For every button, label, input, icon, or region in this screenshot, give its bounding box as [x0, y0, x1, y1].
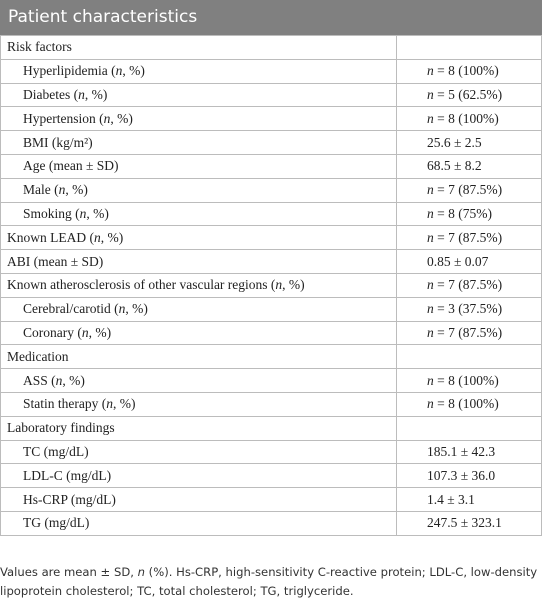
- row-label: Hyperlipidemia (n, %): [0, 58, 397, 84]
- row-value: n = 7 (87.5%): [396, 272, 542, 298]
- row-label: Coronary (n, %): [0, 320, 397, 346]
- row-value: n = 5 (62.5%): [396, 82, 542, 108]
- row-value: 25.6 ± 2.5: [396, 130, 542, 155]
- row-label: TG (mg/dL): [0, 510, 397, 536]
- row-label: BMI (kg/m²): [0, 130, 397, 155]
- row-value: 185.1 ± 42.3: [396, 439, 542, 465]
- row-value: [396, 35, 542, 60]
- row-label: Known atherosclerosis of other vascular …: [0, 272, 397, 298]
- row-value: 68.5 ± 8.2: [396, 153, 542, 179]
- table-row: LDL-C (mg/dL) 107.3 ± 36.0: [0, 463, 542, 489]
- row-value: 0.85 ± 0.07: [396, 249, 542, 274]
- row-value: n = 8 (100%): [396, 368, 542, 393]
- table-row: Known atherosclerosis of other vascular …: [0, 272, 542, 298]
- row-value: n = 3 (37.5%): [396, 296, 542, 322]
- row-label: ASS (n, %): [0, 368, 397, 393]
- row-value: 107.3 ± 36.0: [396, 463, 542, 489]
- row-label: Cerebral/carotid (n, %): [0, 296, 397, 322]
- table-row: Hyperlipidemia (n, %) n = 8 (100%): [0, 58, 542, 84]
- row-value: n = 7 (87.5%): [396, 320, 542, 346]
- row-value: n = 8 (100%): [396, 106, 542, 132]
- row-value: [396, 344, 542, 370]
- row-value: n = 8 (75%): [396, 201, 542, 227]
- table-row: Risk factors: [0, 35, 542, 60]
- row-label: TC (mg/dL): [0, 439, 397, 465]
- table-row: ABI (mean ± SD) 0.85 ± 0.07: [0, 249, 542, 274]
- table: Risk factors Hyperlipidemia (n, %) n = 8 (…: [0, 35, 542, 536]
- row-label: Laboratory findings: [0, 415, 397, 441]
- row-label: Medication: [0, 344, 397, 370]
- table-row: Coronary (n, %) n = 7 (87.5%): [0, 320, 542, 346]
- row-label: Smoking (n, %): [0, 201, 397, 227]
- row-value: n = 8 (100%): [396, 58, 542, 84]
- row-value: n = 8 (100%): [396, 391, 542, 417]
- table-row: TG (mg/dL) 247.5 ± 323.1: [0, 510, 542, 536]
- table-row: Age (mean ± SD) 68.5 ± 8.2: [0, 153, 542, 179]
- table-row: ASS (n, %) n = 8 (100%): [0, 368, 542, 393]
- table-row: Male (n, %) n = 7 (87.5%): [0, 177, 542, 203]
- table-row: Cerebral/carotid (n, %) n = 3 (37.5%): [0, 296, 542, 322]
- table-row: TC (mg/dL) 185.1 ± 42.3: [0, 439, 542, 465]
- table-row: Statin therapy (n, %) n = 8 (100%): [0, 391, 542, 417]
- row-label: Hypertension (n, %): [0, 106, 397, 132]
- row-label: Male (n, %): [0, 177, 397, 203]
- row-value: [396, 415, 542, 441]
- table-row: Laboratory findings: [0, 415, 542, 441]
- table-row: Hs-CRP (mg/dL) 1.4 ± 3.1: [0, 487, 542, 512]
- table-row: BMI (kg/m²) 25.6 ± 2.5: [0, 130, 542, 155]
- row-label: Diabetes (n, %): [0, 82, 397, 108]
- row-label: LDL-C (mg/dL): [0, 463, 397, 489]
- table-row: Medication: [0, 344, 542, 370]
- row-value: n = 7 (87.5%): [396, 177, 542, 203]
- row-label: Hs-CRP (mg/dL): [0, 487, 397, 512]
- row-label: Age (mean ± SD): [0, 153, 397, 179]
- table-row: Smoking (n, %) n = 8 (75%): [0, 201, 542, 227]
- row-value: n = 7 (87.5%): [396, 225, 542, 251]
- footnote: Values are mean ± SD, n (%). Hs-CRP, hig…: [0, 565, 538, 598]
- row-label: Known LEAD (n, %): [0, 225, 397, 251]
- row-label: Statin therapy (n, %): [0, 391, 397, 417]
- row-value: 247.5 ± 323.1: [396, 510, 542, 536]
- table-row: Known LEAD (n, %) n = 7 (87.5%): [0, 225, 542, 251]
- table-row: Diabetes (n, %) n = 5 (62.5%): [0, 82, 542, 108]
- row-label: ABI (mean ± SD): [0, 249, 397, 274]
- row-value: 1.4 ± 3.1: [396, 487, 542, 512]
- table-title: Patient characteristics: [0, 0, 542, 35]
- row-label: Risk factors: [0, 35, 397, 60]
- table-row: Hypertension (n, %) n = 8 (100%): [0, 106, 542, 132]
